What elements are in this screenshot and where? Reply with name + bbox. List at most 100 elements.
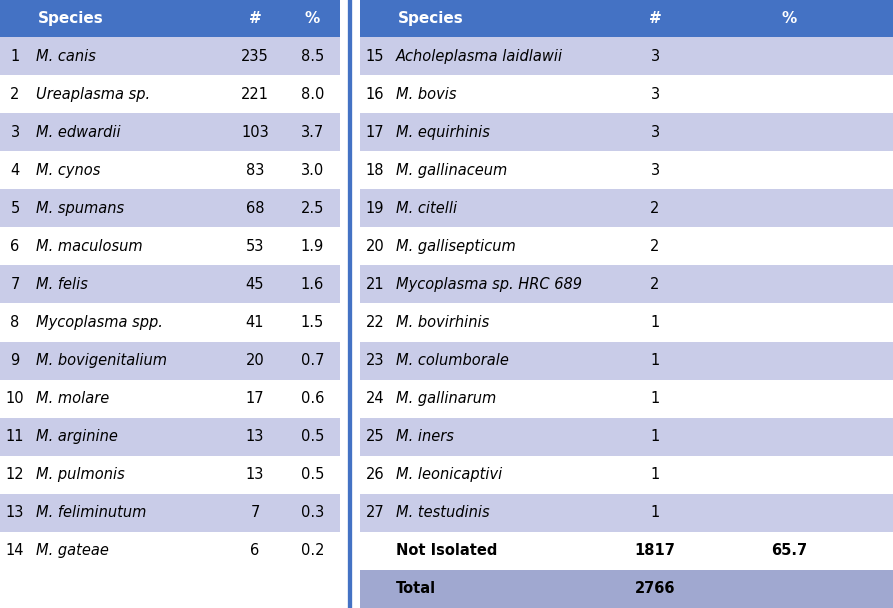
Text: 15: 15: [366, 49, 384, 63]
Bar: [360, 303, 893, 342]
Text: 8.5: 8.5: [301, 49, 324, 63]
Text: M. arginine: M. arginine: [36, 429, 118, 444]
Text: M. bovigenitalium: M. bovigenitalium: [36, 353, 167, 368]
Text: M. bovis: M. bovis: [396, 86, 456, 102]
Text: 14: 14: [5, 544, 24, 558]
Bar: [0, 189, 340, 227]
Text: 45: 45: [246, 277, 264, 292]
Text: %: %: [781, 11, 797, 26]
Text: M. leonicaptivi: M. leonicaptivi: [396, 468, 502, 482]
Text: 6: 6: [11, 239, 20, 254]
Text: 23: 23: [366, 353, 384, 368]
Bar: [0, 0, 340, 37]
Text: 0.6: 0.6: [301, 391, 324, 406]
Text: 1: 1: [650, 505, 660, 520]
Text: 26: 26: [366, 468, 384, 482]
Text: 24: 24: [366, 391, 384, 406]
Bar: [360, 75, 893, 113]
Text: M. canis: M. canis: [36, 49, 96, 63]
Text: 103: 103: [241, 125, 269, 140]
Text: 7: 7: [250, 505, 260, 520]
Text: #: #: [248, 11, 262, 26]
Text: 1817: 1817: [635, 544, 675, 558]
Text: M. equirhinis: M. equirhinis: [396, 125, 490, 140]
Text: 3: 3: [650, 86, 660, 102]
Text: M. feliminutum: M. feliminutum: [36, 505, 146, 520]
Bar: [360, 418, 893, 456]
Text: 2.5: 2.5: [301, 201, 324, 216]
Bar: [0, 151, 340, 189]
Text: 11: 11: [5, 429, 24, 444]
Bar: [0, 266, 340, 303]
Text: 3.0: 3.0: [301, 163, 324, 178]
Text: 53: 53: [246, 239, 264, 254]
Text: 3: 3: [650, 163, 660, 178]
Text: 3: 3: [650, 49, 660, 63]
Text: 2: 2: [11, 86, 20, 102]
Text: M. molare: M. molare: [36, 391, 109, 406]
Text: 8: 8: [11, 315, 20, 330]
Bar: [0, 113, 340, 151]
Text: #: #: [648, 11, 662, 26]
Text: 0.7: 0.7: [301, 353, 324, 368]
Bar: [0, 456, 340, 494]
Text: 1.5: 1.5: [301, 315, 324, 330]
Text: Not Isolated: Not Isolated: [396, 544, 497, 558]
Bar: [0, 494, 340, 532]
Text: 22: 22: [365, 315, 384, 330]
Text: Species: Species: [38, 11, 104, 26]
Text: 2: 2: [650, 277, 660, 292]
Text: 1.9: 1.9: [301, 239, 324, 254]
Text: 5: 5: [11, 201, 20, 216]
Text: 1: 1: [650, 391, 660, 406]
Text: M. maculosum: M. maculosum: [36, 239, 143, 254]
Text: M. felis: M. felis: [36, 277, 88, 292]
Text: 3: 3: [650, 125, 660, 140]
Text: 1: 1: [650, 315, 660, 330]
Text: 21: 21: [366, 277, 384, 292]
Text: Mycoplasma spp.: Mycoplasma spp.: [36, 315, 163, 330]
Text: 27: 27: [365, 505, 384, 520]
Text: 0.5: 0.5: [301, 468, 324, 482]
Text: M. testudinis: M. testudinis: [396, 505, 489, 520]
Bar: [360, 342, 893, 379]
Bar: [360, 37, 893, 75]
Text: M. pulmonis: M. pulmonis: [36, 468, 125, 482]
Bar: [360, 379, 893, 418]
Text: M. edwardii: M. edwardii: [36, 125, 121, 140]
Text: M. spumans: M. spumans: [36, 201, 124, 216]
Text: M. bovirhinis: M. bovirhinis: [396, 315, 489, 330]
Bar: [360, 113, 893, 151]
Text: 19: 19: [366, 201, 384, 216]
Text: 1: 1: [11, 49, 20, 63]
Text: 16: 16: [366, 86, 384, 102]
Bar: [0, 532, 340, 570]
Text: 4: 4: [11, 163, 20, 178]
Text: 13: 13: [246, 429, 264, 444]
Text: 20: 20: [365, 239, 384, 254]
Text: M. gallinarum: M. gallinarum: [396, 391, 497, 406]
Bar: [0, 37, 340, 75]
Text: 7: 7: [11, 277, 20, 292]
Text: 1: 1: [650, 468, 660, 482]
Bar: [360, 189, 893, 227]
Text: 10: 10: [5, 391, 24, 406]
Text: 8.0: 8.0: [301, 86, 324, 102]
Text: M. iners: M. iners: [396, 429, 454, 444]
Text: 1: 1: [650, 429, 660, 444]
Text: 17: 17: [246, 391, 264, 406]
Bar: [0, 75, 340, 113]
Text: 1.6: 1.6: [301, 277, 324, 292]
Text: 0.3: 0.3: [301, 505, 324, 520]
Text: 2: 2: [650, 239, 660, 254]
Bar: [360, 266, 893, 303]
Text: Total: Total: [396, 581, 436, 596]
Bar: [0, 418, 340, 456]
Text: 1: 1: [650, 353, 660, 368]
Text: M. gallinaceum: M. gallinaceum: [396, 163, 507, 178]
Text: 68: 68: [246, 201, 264, 216]
Text: 20: 20: [246, 353, 264, 368]
Text: 83: 83: [246, 163, 264, 178]
Bar: [0, 303, 340, 342]
Text: 13: 13: [6, 505, 24, 520]
